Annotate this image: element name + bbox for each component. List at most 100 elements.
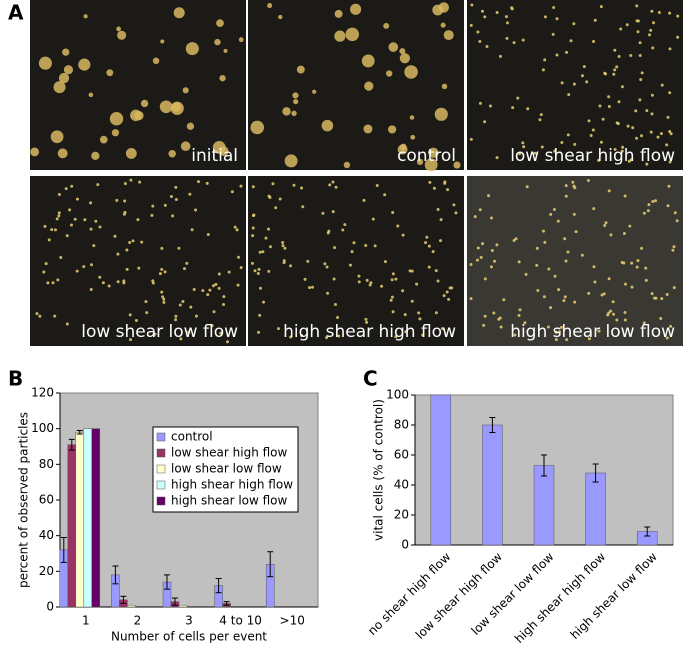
cell (185, 42, 199, 56)
cell (432, 186, 436, 190)
cell (50, 228, 54, 232)
cell (599, 5, 603, 9)
photo-caption: control (397, 146, 456, 166)
cell (117, 30, 127, 40)
cell (469, 23, 473, 27)
cell (604, 221, 608, 225)
cell (410, 269, 414, 273)
cell (145, 311, 149, 315)
cell (357, 280, 361, 284)
cell (421, 333, 425, 337)
cell (334, 30, 346, 42)
cell (563, 237, 567, 241)
cell (251, 226, 255, 230)
cell (43, 224, 47, 228)
legend-label: high shear low flow (171, 494, 288, 508)
bar (91, 428, 101, 608)
panel-label: A (8, 1, 24, 25)
cell (212, 310, 216, 314)
cell (628, 224, 632, 228)
cell (211, 284, 215, 288)
micrograph: control (248, 0, 464, 172)
cell (498, 54, 502, 58)
cell (162, 297, 166, 301)
cell (337, 334, 341, 338)
cell (343, 223, 347, 227)
cell (227, 270, 231, 274)
cell (473, 215, 477, 219)
cell (188, 192, 192, 196)
cell (373, 244, 377, 248)
cell (390, 278, 394, 282)
cell (219, 331, 223, 335)
cell (623, 194, 627, 198)
cell (89, 287, 93, 291)
cell (613, 48, 617, 52)
cell (543, 240, 547, 244)
cell (331, 180, 335, 184)
legend-label: high shear high flow (171, 478, 293, 492)
cell (138, 180, 142, 184)
cell (410, 299, 414, 303)
cell (357, 274, 361, 278)
cell (122, 279, 126, 283)
cell (564, 259, 568, 263)
cell (539, 113, 543, 117)
cell (116, 252, 120, 256)
cell (262, 300, 266, 304)
cell (657, 11, 661, 15)
cell (128, 313, 132, 317)
cell (404, 330, 408, 334)
cell (622, 232, 626, 236)
cell (436, 208, 440, 212)
cell (620, 149, 624, 153)
cell (445, 290, 449, 294)
cell (70, 184, 74, 188)
cell (206, 232, 210, 236)
cell (638, 98, 642, 102)
cell (169, 195, 173, 199)
cell (181, 300, 185, 304)
cell (65, 322, 69, 326)
cell (443, 30, 454, 41)
cell (261, 250, 265, 254)
cell (495, 243, 499, 247)
cell (631, 126, 635, 130)
legend-swatch (156, 496, 166, 506)
cell (306, 259, 310, 263)
cell (504, 15, 508, 19)
cell (541, 229, 545, 233)
cell (47, 238, 51, 242)
bar (67, 444, 77, 608)
cell (361, 54, 375, 68)
cell (600, 293, 604, 297)
cell (343, 161, 351, 169)
cell (53, 81, 66, 94)
cell (603, 223, 607, 227)
legend-swatch (156, 464, 166, 474)
bar (585, 472, 606, 546)
cell (292, 92, 299, 99)
cell (469, 137, 473, 141)
cell (276, 327, 280, 331)
cell (134, 318, 138, 322)
cell (597, 158, 601, 162)
cell (492, 311, 496, 315)
cell (383, 22, 390, 29)
cell (394, 335, 398, 339)
cell (560, 141, 564, 145)
bar (482, 424, 503, 546)
cell (640, 71, 644, 75)
cell (341, 228, 345, 232)
cell (487, 194, 491, 198)
cell (518, 308, 522, 312)
cell (479, 255, 483, 259)
cell (495, 156, 499, 160)
cell (440, 22, 446, 28)
cell (615, 65, 619, 69)
cell (98, 275, 102, 279)
cell (289, 335, 293, 339)
cell (611, 300, 615, 304)
cell (647, 33, 651, 37)
cell (170, 101, 184, 115)
